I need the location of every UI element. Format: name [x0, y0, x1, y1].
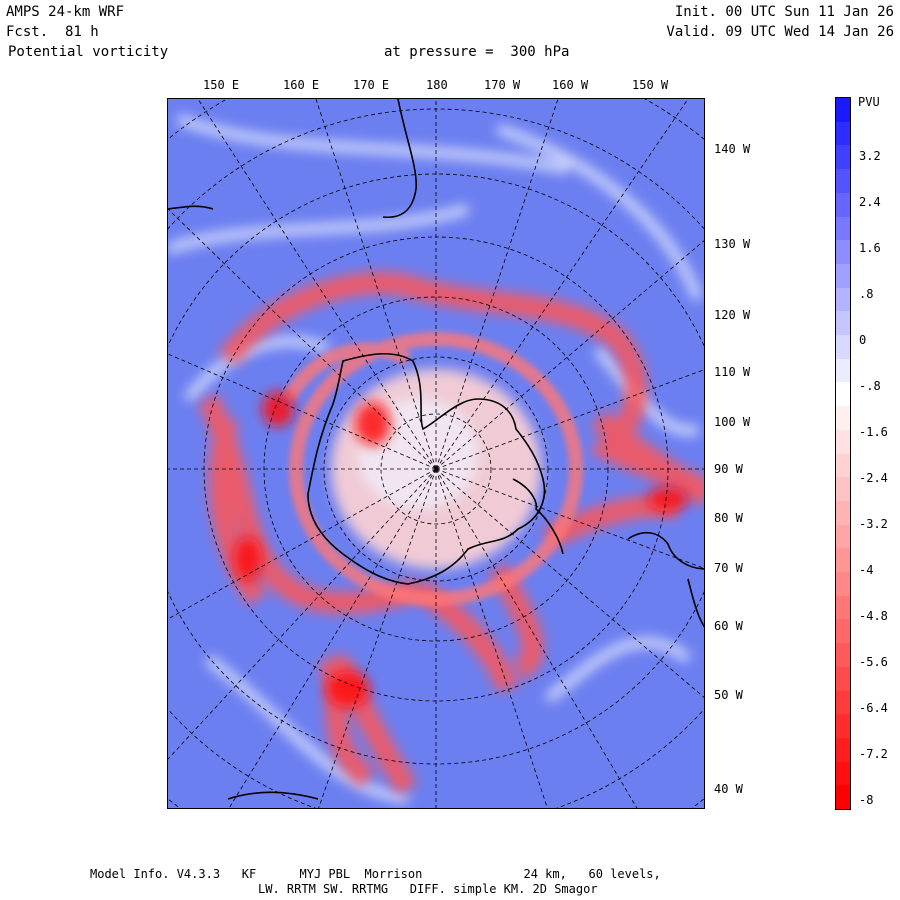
potential-vorticity-map	[167, 98, 705, 809]
colorbar-segment	[836, 358, 850, 383]
colorbar-segment	[836, 477, 850, 502]
colorbar-segment	[836, 240, 850, 265]
colorbar-segment	[836, 216, 850, 241]
lon-label-right: 110 W	[714, 365, 751, 379]
colorbar-segment	[836, 500, 850, 526]
lon-label-right: 70 W	[714, 561, 743, 575]
colorbar-segment	[836, 263, 850, 289]
lon-label-right: 100 W	[714, 415, 751, 429]
model-title: AMPS 24-km WRF	[6, 4, 125, 20]
colorbar-tick-label: -3.2	[859, 517, 888, 531]
lon-label-right: 80 W	[714, 511, 743, 525]
colorbar-tick-label: 1.6	[859, 241, 881, 255]
colorbar-tick-label: -1.6	[859, 425, 888, 439]
colorbar-segment	[836, 453, 850, 478]
colorbar-tick-label: -7.2	[859, 747, 888, 761]
colorbar-tick-label: -4	[859, 563, 874, 577]
pressure-level: at pressure = 300 hPa	[384, 44, 570, 60]
lon-label-right: 120 W	[714, 308, 751, 322]
colorbar-tick-label: .8	[859, 287, 874, 301]
init-time: Init. 00 UTC Sun 11 Jan 26	[674, 4, 894, 20]
colorbar-tick-label: -5.6	[859, 655, 888, 669]
valid-time: Valid. 09 UTC Wed 14 Jan 26	[666, 24, 894, 40]
forecast-hour: Fcst. 81 h	[6, 24, 99, 40]
lon-label-right: 130 W	[714, 237, 751, 251]
field-name: Potential vorticity	[8, 44, 169, 60]
model-info-line2: LW. RRTM SW. RRTMG DIFF. simple KM. 2D S…	[258, 882, 598, 896]
lon-label-right: 90 W	[714, 462, 743, 476]
colorbar-segment	[836, 192, 850, 217]
pv-ring-outer	[198, 271, 704, 796]
colorbar-segment	[836, 643, 850, 668]
map-canvas	[168, 99, 704, 808]
lon-label-top: 180	[426, 78, 448, 92]
colorbar-tick-label: 0	[859, 333, 867, 347]
lon-label-top: 170 E	[353, 78, 390, 92]
colorbar-segment	[836, 737, 850, 763]
colorbar-segment	[836, 666, 850, 691]
colorbar-tick-label: -8	[859, 793, 874, 807]
colorbar-segment	[836, 335, 850, 360]
colorbar-segment	[836, 595, 850, 620]
lon-label-right: 40 W	[714, 782, 743, 796]
colorbar-tick-label: -6.4	[859, 701, 888, 715]
lon-label-right: 50 W	[714, 688, 743, 702]
colorbar-segment	[836, 548, 850, 573]
colorbar-segment	[836, 287, 850, 312]
colorbar-tick-label: 3.2	[859, 149, 881, 163]
colorbar-tick-label: -2.4	[859, 471, 888, 485]
white-filaments	[168, 114, 703, 804]
lon-label-top: 160 W	[552, 78, 589, 92]
colorbar-segment	[836, 311, 850, 336]
colorbar-tick-label: -.8	[859, 379, 881, 393]
colorbar-segment	[836, 406, 850, 431]
intense-pv-blobs	[234, 391, 688, 707]
colorbar-unit: PVU	[858, 95, 880, 109]
colorbar-segment	[836, 429, 850, 454]
coastlines	[168, 99, 704, 800]
colorbar-segment	[836, 619, 850, 644]
colorbar-segment	[836, 785, 850, 810]
colorbar-segment	[836, 524, 850, 549]
lon-label-right: 140 W	[714, 142, 751, 156]
colorbar-segment	[836, 98, 850, 123]
model-info-line1: Model Info. V4.3.3 KF MYJ PBL Morrison 2…	[90, 867, 661, 881]
colorbar-segment	[836, 572, 850, 597]
lon-label-top: 170 W	[484, 78, 521, 92]
colorbar-tick-label: 2.4	[859, 195, 881, 209]
colorbar-tick-label: -4.8	[859, 609, 888, 623]
colorbar	[835, 97, 851, 810]
colorbar-segment	[836, 145, 850, 170]
lon-label-top: 160 E	[283, 78, 320, 92]
colorbar-segment	[836, 169, 850, 194]
lon-label-top: 150 W	[632, 78, 669, 92]
lon-label-right: 60 W	[714, 619, 743, 633]
graticule	[168, 99, 704, 808]
colorbar-segment	[836, 121, 850, 146]
colorbar-segment	[836, 714, 850, 739]
lon-label-top: 150 E	[203, 78, 240, 92]
colorbar-segment	[836, 761, 850, 786]
colorbar-segment	[836, 382, 850, 407]
colorbar-segment	[836, 690, 850, 715]
